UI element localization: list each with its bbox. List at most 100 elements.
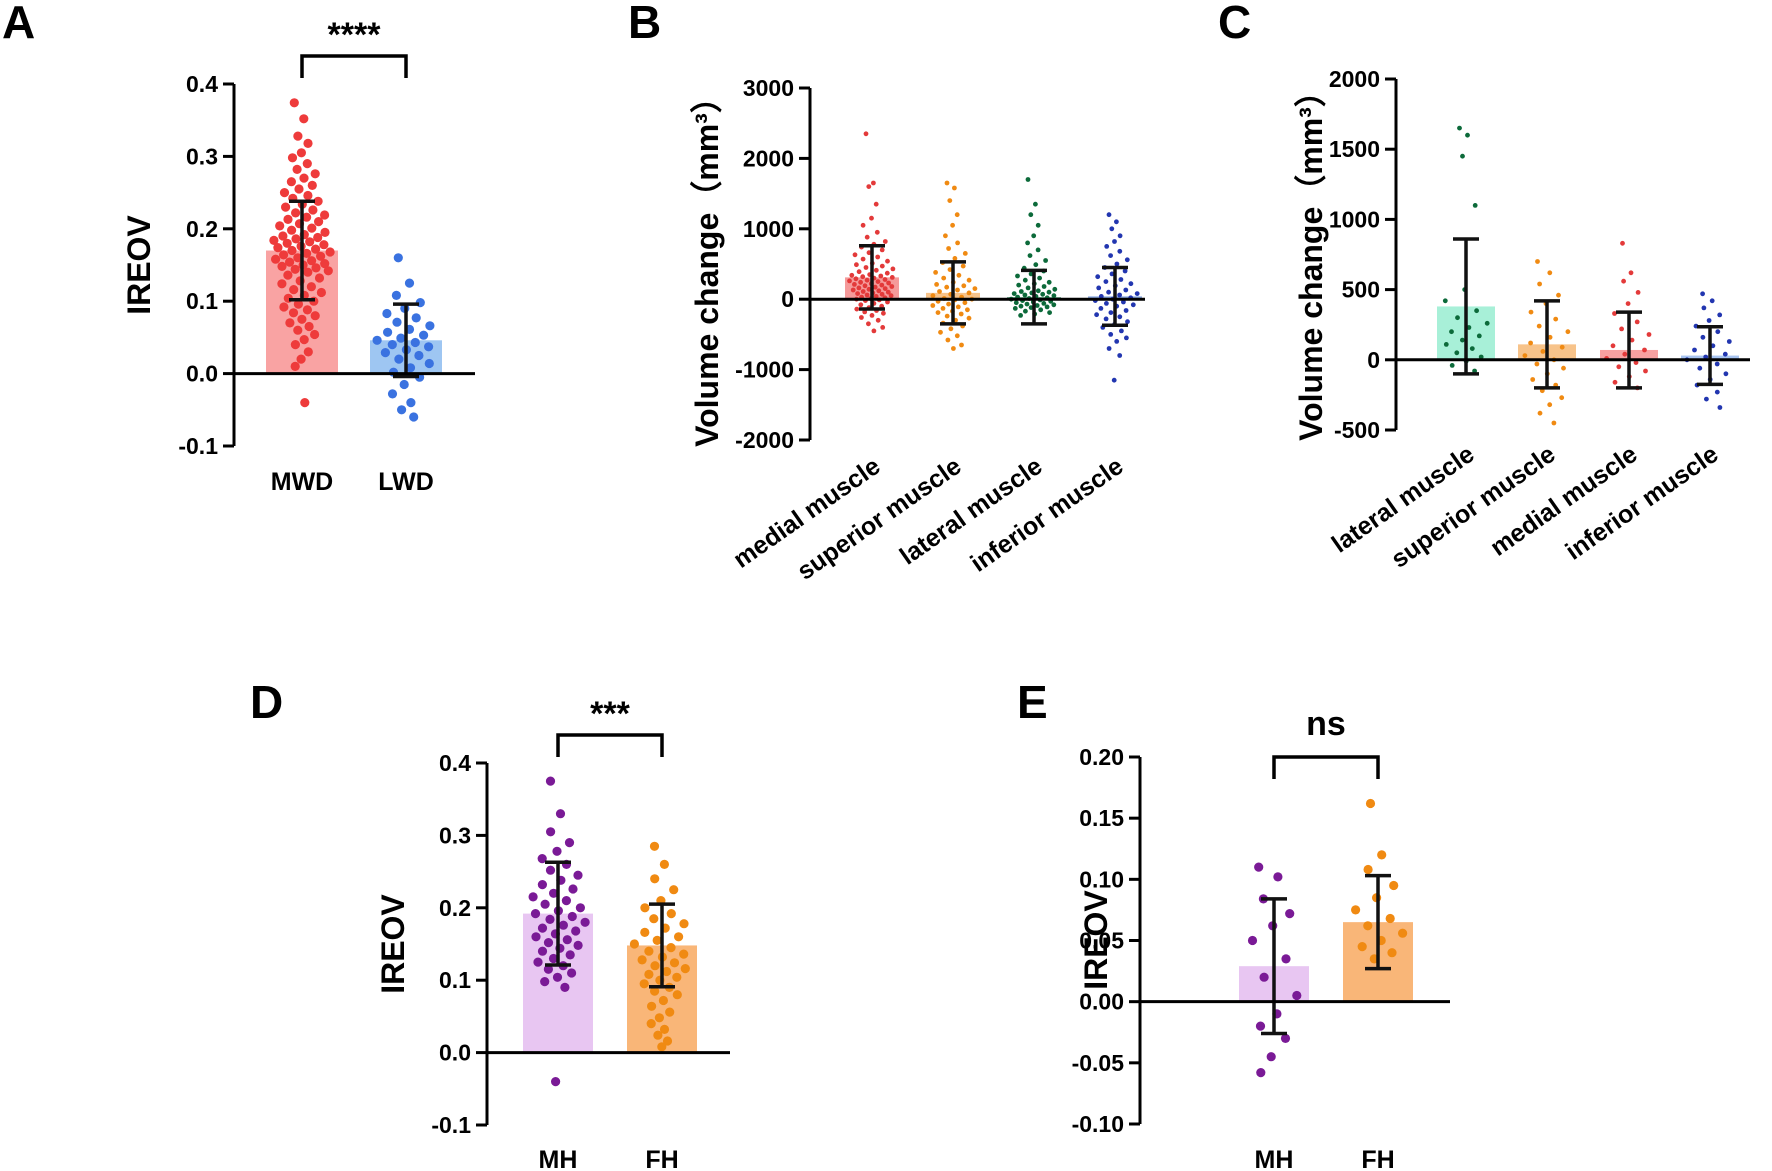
y-tick-label: -2000 [735, 427, 794, 453]
data-point [1028, 212, 1034, 218]
data-point [299, 173, 309, 183]
data-point [629, 939, 640, 949]
data-point [1024, 301, 1030, 307]
data-point [885, 289, 891, 295]
data-point [952, 185, 957, 191]
data-point [1035, 222, 1041, 228]
data-point [889, 284, 895, 289]
data-point [652, 935, 662, 946]
data-point [644, 969, 654, 980]
data-point [1714, 389, 1720, 395]
data-point [1046, 279, 1052, 285]
data-point [397, 405, 407, 415]
data-point [300, 398, 310, 408]
data-point [952, 256, 958, 261]
data-point [551, 1077, 561, 1087]
data-point [291, 234, 301, 244]
data-point [1625, 301, 1631, 306]
data-point [1106, 346, 1112, 351]
data-point [1449, 363, 1455, 368]
data-point [1114, 261, 1120, 267]
data-point [294, 184, 304, 194]
panel-letter: A [2, 0, 35, 48]
data-point [273, 243, 283, 253]
y-tick-label: 0.2 [186, 216, 218, 242]
data-point [860, 256, 866, 262]
data-point [879, 263, 885, 269]
data-point [289, 98, 299, 108]
data-point [672, 972, 682, 982]
data-point [935, 310, 941, 315]
data-point [1723, 371, 1729, 377]
data-point [1292, 990, 1302, 1001]
data-point [945, 337, 951, 343]
data-point [637, 955, 647, 965]
data-point [1556, 292, 1561, 298]
data-point [880, 325, 886, 330]
data-point [287, 153, 298, 163]
data-point [659, 1024, 670, 1034]
category-label: MH [539, 1146, 578, 1171]
data-point [297, 314, 307, 324]
data-point [873, 294, 879, 299]
data-point [886, 280, 891, 286]
data-point [944, 313, 950, 319]
data-point [304, 321, 314, 332]
data-point [958, 311, 964, 317]
data-point [558, 920, 569, 930]
data-point [1018, 289, 1024, 294]
data-point [1031, 233, 1037, 239]
data-point [564, 838, 575, 848]
data-point [1035, 247, 1041, 253]
data-point [1703, 354, 1709, 360]
data-point [320, 210, 330, 220]
data-point [1121, 299, 1126, 305]
data-point [573, 870, 583, 880]
data-point [567, 968, 577, 978]
data-point [954, 212, 960, 218]
data-point [302, 159, 312, 169]
data-point [1547, 270, 1553, 276]
data-point [290, 340, 300, 350]
data-point [1022, 277, 1028, 283]
data-point [424, 358, 434, 369]
data-point [649, 841, 660, 851]
data-point [1530, 377, 1536, 382]
data-point [955, 304, 961, 310]
y-tick-label: 0.0 [186, 361, 218, 387]
data-point [1106, 212, 1112, 218]
data-point [1051, 293, 1057, 299]
data-point [405, 363, 416, 373]
data-point [849, 272, 855, 278]
data-point [1051, 302, 1057, 308]
data-point [296, 354, 306, 364]
data-point [1016, 282, 1022, 288]
data-point [1476, 333, 1482, 339]
data-point [549, 888, 559, 898]
data-point [279, 302, 289, 312]
data-point [873, 201, 879, 207]
panel-b: B 3000 2000 1000 0 -1000 -2000 Volume change（mm… [628, 0, 1145, 586]
data-point [540, 977, 550, 987]
data-point [316, 287, 326, 298]
data-point [1457, 125, 1462, 131]
data-point [299, 114, 309, 124]
y-tick-label: 2000 [743, 145, 794, 171]
data-point [850, 287, 856, 293]
data-point [1449, 329, 1454, 335]
data-point [966, 277, 972, 283]
y-axis-label: IREOV [375, 894, 411, 994]
data-point [293, 325, 303, 335]
y-axis-label: IREOV [121, 215, 157, 315]
data-point [1011, 291, 1017, 296]
data-point [282, 238, 292, 248]
data-point [299, 335, 309, 345]
data-point [424, 342, 434, 352]
data-point [940, 306, 946, 311]
data-point [674, 932, 684, 942]
data-point [669, 958, 680, 968]
significance-label: *** [590, 695, 630, 733]
data-point [1043, 258, 1048, 263]
data-point [972, 286, 978, 291]
